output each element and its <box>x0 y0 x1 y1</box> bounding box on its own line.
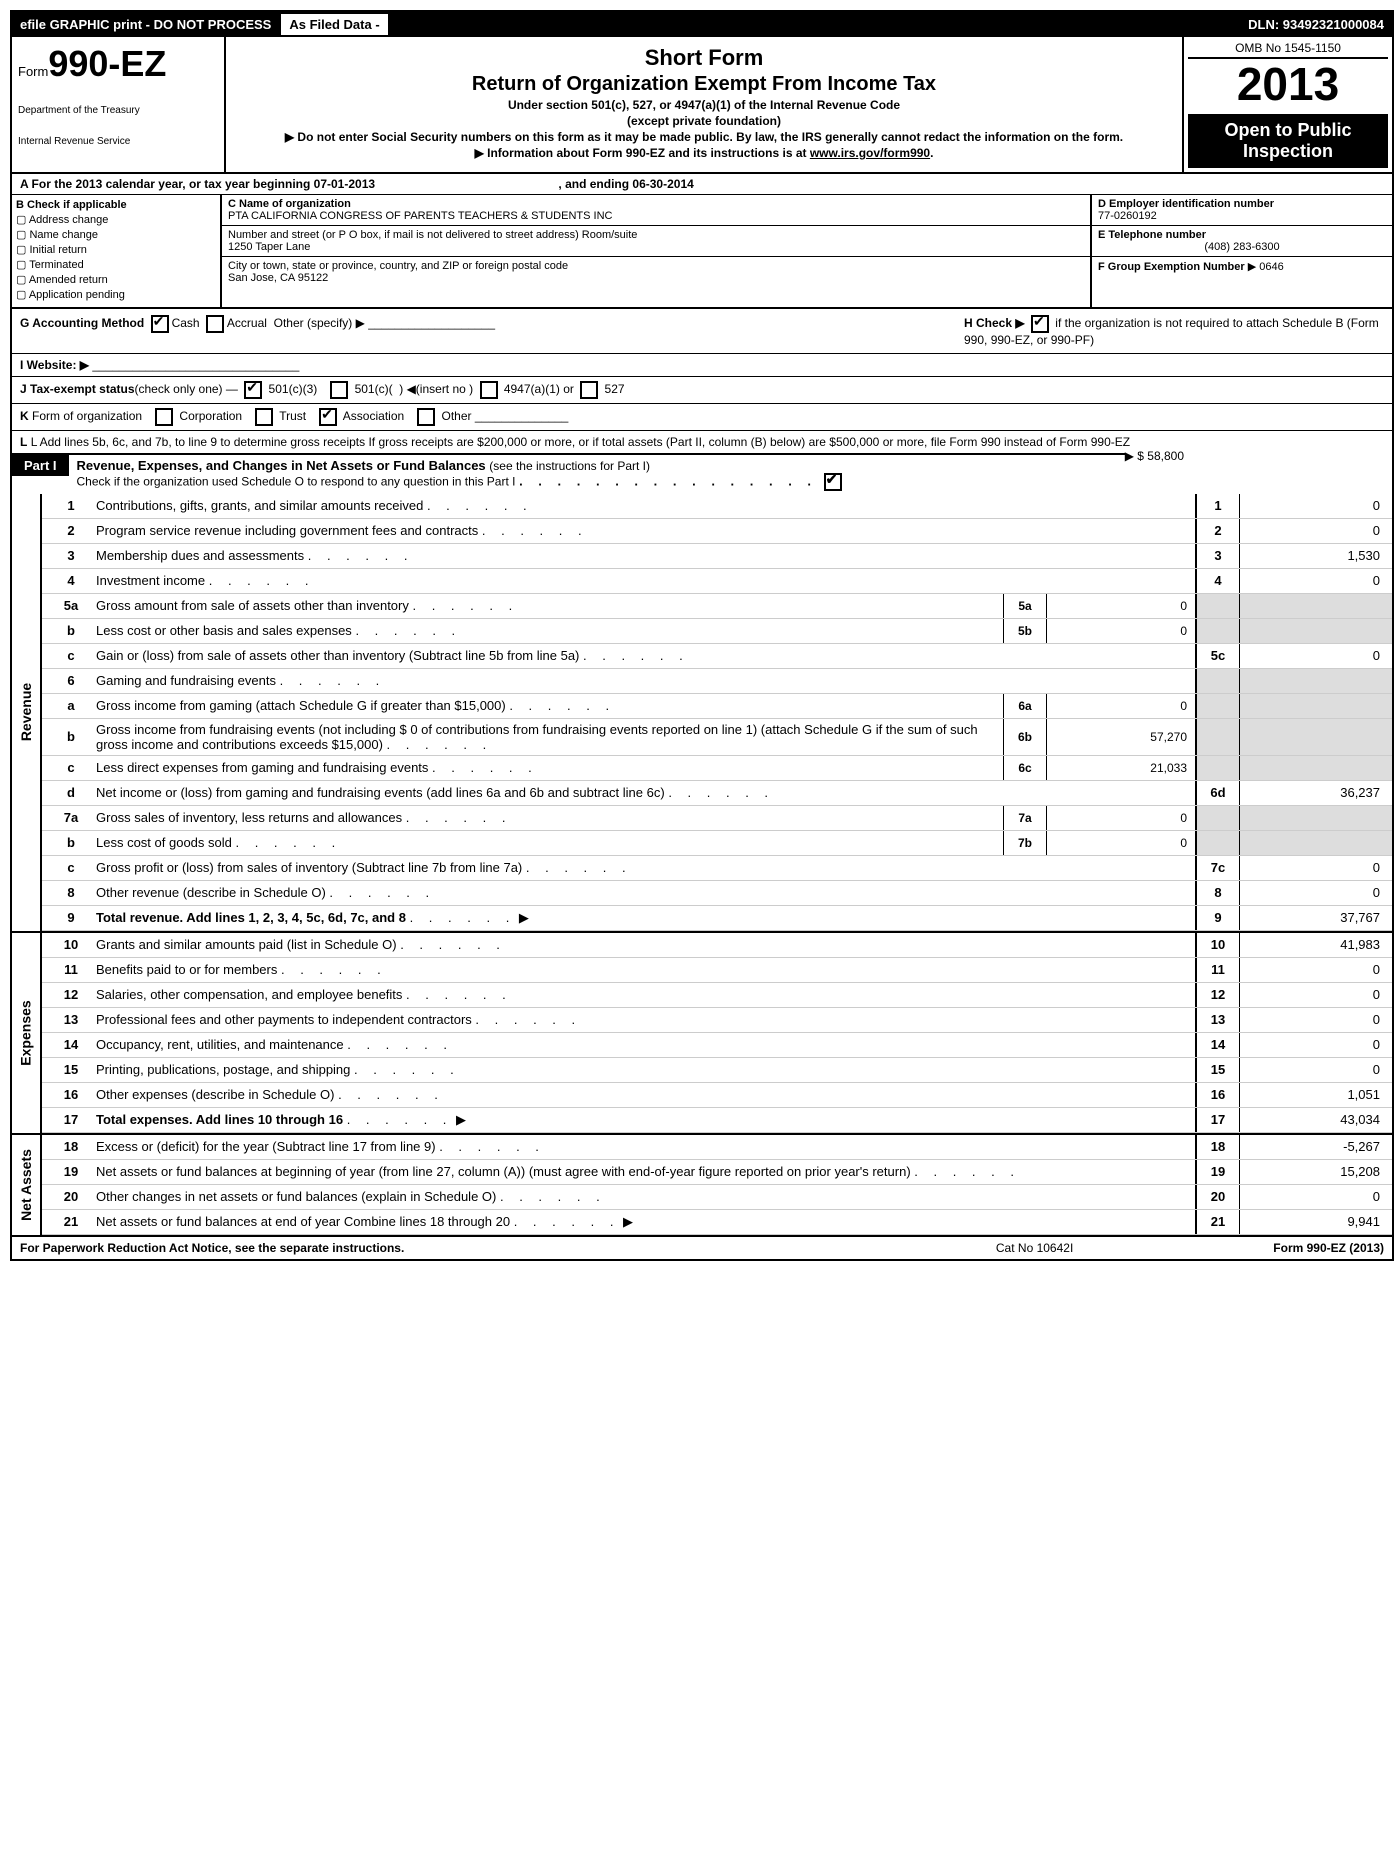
omb-number: OMB No 1545-1150 <box>1188 41 1388 59</box>
line-9: 9Total revenue. Add lines 1, 2, 3, 4, 5c… <box>42 906 1392 931</box>
row-j: J Tax-exempt status(check only one) — 50… <box>12 376 1392 403</box>
line-3: 3Membership dues and assessments . . . .… <box>42 544 1392 569</box>
cb-initial-return[interactable]: ▢ Initial return <box>16 243 216 256</box>
row-k: K Form of organization Corporation Trust… <box>12 403 1392 430</box>
org-address: 1250 Taper Lane <box>228 241 310 253</box>
cb-assoc[interactable] <box>319 408 337 426</box>
cb-501c[interactable] <box>330 381 348 399</box>
header: Form990-EZ Department of the Treasury In… <box>12 37 1392 172</box>
tax-year: 2013 <box>1188 59 1388 110</box>
row-l: L L Add lines 5b, 6c, and 7b, to line 9 … <box>12 430 1392 453</box>
box-d-e-f: D Employer identification number77-02601… <box>1090 195 1392 307</box>
row-i: I Website: ▶ ___________________________… <box>12 353 1392 376</box>
cb-terminated[interactable]: ▢ Terminated <box>16 258 216 271</box>
info-link-line: ▶ Information about Form 990-EZ and its … <box>232 146 1176 160</box>
dln: DLN: 93492321000084 <box>1240 13 1392 36</box>
line-12: 12Salaries, other compensation, and empl… <box>42 983 1392 1008</box>
part-1-header: Part I Revenue, Expenses, and Changes in… <box>12 453 1125 494</box>
line-8: 8Other revenue (describe in Schedule O) … <box>42 881 1392 906</box>
cb-application-pending[interactable]: ▢ Application pending <box>16 288 216 301</box>
cb-other[interactable] <box>417 408 435 426</box>
box-c: C Name of organizationPTA CALIFORNIA CON… <box>222 195 1090 307</box>
line-13: 13Professional fees and other payments t… <box>42 1008 1392 1033</box>
cb-name-change[interactable]: ▢ Name change <box>16 228 216 241</box>
line-10: 10Grants and similar amounts paid (list … <box>42 933 1392 958</box>
line-c: cGross profit or (loss) from sales of in… <box>42 856 1392 881</box>
revenue-section: Revenue 1Contributions, gifts, grants, a… <box>12 494 1392 931</box>
group-exemption: ▶ 0646 <box>1248 261 1284 273</box>
netassets-label: Net Assets <box>12 1135 42 1235</box>
line-15: 15Printing, publications, postage, and s… <box>42 1058 1392 1083</box>
line-c: cLess direct expenses from gaming and fu… <box>42 756 1392 781</box>
line-b: bGross income from fundraising events (n… <box>42 719 1392 756</box>
title-block: Short Form Return of Organization Exempt… <box>226 37 1184 172</box>
cb-address-change[interactable]: ▢ Address change <box>16 213 216 226</box>
line-c: cGain or (loss) from sale of assets othe… <box>42 644 1392 669</box>
form-id-block: Form990-EZ Department of the Treasury In… <box>12 37 226 172</box>
ein: 77-0260192 <box>1098 210 1157 222</box>
efile-notice: efile GRAPHIC print - DO NOT PROCESS <box>12 13 279 36</box>
org-name: PTA CALIFORNIA CONGRESS OF PARENTS TEACH… <box>228 210 612 222</box>
cb-schedule-o[interactable] <box>824 473 842 491</box>
line-17: 17Total expenses. Add lines 10 through 1… <box>42 1108 1392 1133</box>
cb-schedule-b[interactable] <box>1031 315 1049 333</box>
short-form: Short Form <box>232 45 1176 71</box>
form-990ez: efile GRAPHIC print - DO NOT PROCESS As … <box>10 10 1394 1261</box>
year-block: OMB No 1545-1150 2013 Open to Public Ins… <box>1184 37 1392 172</box>
expenses-section: Expenses 10Grants and similar amounts pa… <box>12 931 1392 1133</box>
form-title: Return of Organization Exempt From Incom… <box>232 73 1176 96</box>
line-1: 1Contributions, gifts, grants, and simil… <box>42 494 1392 519</box>
line-18: 18Excess or (deficit) for the year (Subt… <box>42 1135 1392 1160</box>
ssn-warning: ▶ Do not enter Social Security numbers o… <box>232 130 1176 144</box>
cb-527[interactable] <box>580 381 598 399</box>
top-bar: efile GRAPHIC print - DO NOT PROCESS As … <box>12 12 1392 37</box>
subtitle-1b: (except private foundation) <box>232 114 1176 128</box>
line-7a: 7aGross sales of inventory, less returns… <box>42 806 1392 831</box>
box-b: B Check if applicable ▢ Address change ▢… <box>12 195 222 307</box>
line-4: 4Investment income . . . . . .40 <box>42 569 1392 594</box>
telephone: (408) 283-6300 <box>1098 241 1386 253</box>
line-20: 20Other changes in net assets or fund ba… <box>42 1185 1392 1210</box>
form-prefix: Form <box>18 64 48 79</box>
line-b: bLess cost or other basis and sales expe… <box>42 619 1392 644</box>
as-filed: As Filed Data - <box>279 12 389 37</box>
cb-4947[interactable] <box>480 381 498 399</box>
line-5a: 5aGross amount from sale of assets other… <box>42 594 1392 619</box>
org-city: San Jose, CA 95122 <box>228 272 328 284</box>
line-d: dNet income or (loss) from gaming and fu… <box>42 781 1392 806</box>
subtitle-1: Under section 501(c), 527, or 4947(a)(1)… <box>232 98 1176 112</box>
footer: For Paperwork Reduction Act Notice, see … <box>12 1235 1392 1259</box>
irs: Internal Revenue Service <box>18 136 218 147</box>
cb-501c3[interactable] <box>244 381 262 399</box>
line-11: 11Benefits paid to or for members . . . … <box>42 958 1392 983</box>
netassets-section: Net Assets 18Excess or (deficit) for the… <box>12 1133 1392 1235</box>
line-b: bLess cost of goods sold . . . . . .7b0 <box>42 831 1392 856</box>
cb-corp[interactable] <box>155 408 173 426</box>
line-2: 2Program service revenue including gover… <box>42 519 1392 544</box>
line-a: aGross income from gaming (attach Schedu… <box>42 694 1392 719</box>
line-21: 21Net assets or fund balances at end of … <box>42 1210 1392 1235</box>
dept-treasury: Department of the Treasury <box>18 105 218 116</box>
cb-trust[interactable] <box>255 408 273 426</box>
irs-link[interactable]: www.irs.gov/form990 <box>810 146 930 160</box>
open-inspection: Open to Public Inspection <box>1188 114 1388 168</box>
row-a: A For the 2013 calendar year, or tax yea… <box>12 172 1392 194</box>
cb-amended[interactable]: ▢ Amended return <box>16 273 216 286</box>
line-19: 19Net assets or fund balances at beginni… <box>42 1160 1392 1185</box>
form-number: 990-EZ <box>48 43 166 84</box>
section-b-c-d: B Check if applicable ▢ Address change ▢… <box>12 194 1392 307</box>
line-16: 16Other expenses (describe in Schedule O… <box>42 1083 1392 1108</box>
gross-receipts: ▶ $ 58,800 <box>1125 449 1184 463</box>
expenses-label: Expenses <box>12 933 42 1133</box>
line-6: 6Gaming and fundraising events . . . . .… <box>42 669 1392 694</box>
cb-cash[interactable] <box>151 315 169 333</box>
row-g-h: G Accounting Method Cash Accrual Other (… <box>12 307 1392 353</box>
line-14: 14Occupancy, rent, utilities, and mainte… <box>42 1033 1392 1058</box>
cb-accrual[interactable] <box>206 315 224 333</box>
revenue-label: Revenue <box>12 494 42 931</box>
